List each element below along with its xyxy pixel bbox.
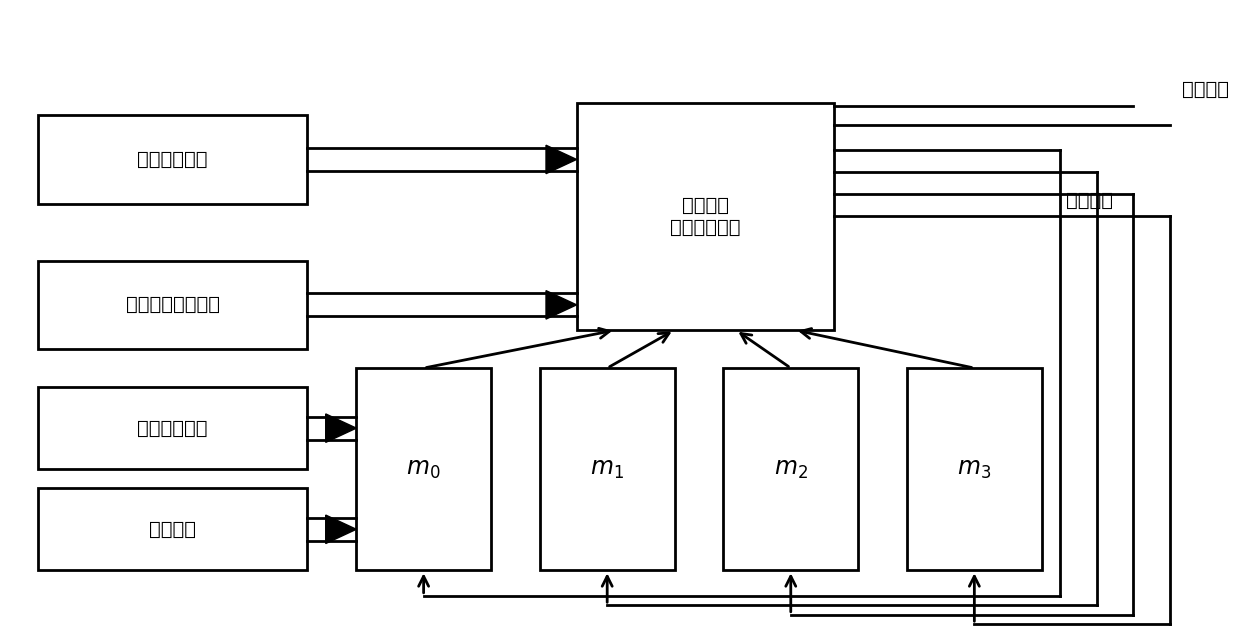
Bar [38, 115, 308, 204]
Text: $\mathit{m}_0$: $\mathit{m}_0$ [407, 457, 441, 481]
Text: $\mathit{m}_3$: $\mathit{m}_3$ [957, 457, 992, 481]
FancyArrow shape [326, 515, 356, 544]
Text: 计时模块: 计时模块 [149, 520, 196, 538]
Bar [38, 387, 308, 469]
Text: $\mathit{m}_2$: $\mathit{m}_2$ [774, 457, 807, 481]
FancyArrow shape [546, 145, 577, 173]
Bar [38, 488, 308, 570]
Text: $\mathit{m}_1$: $\mathit{m}_1$ [590, 457, 624, 481]
Bar [723, 368, 858, 570]
Text: 数据转送模块: 数据转送模块 [138, 418, 208, 438]
Text: 输入路径: 输入路径 [1183, 81, 1229, 100]
Text: 输出路径: 输出路径 [1066, 191, 1114, 210]
FancyArrow shape [326, 414, 356, 443]
Bar [906, 368, 1042, 570]
FancyArrow shape [546, 291, 577, 319]
Bar [38, 260, 308, 349]
Bar [356, 368, 491, 570]
Bar [577, 102, 833, 330]
Text: 数据乱序调度模块: 数据乱序调度模块 [125, 295, 219, 314]
Bar [539, 368, 675, 570]
Text: 端口模拟模块: 端口模拟模块 [138, 150, 208, 169]
Text: 互联总线
（交叉开关）: 互联总线 （交叉开关） [670, 196, 740, 237]
